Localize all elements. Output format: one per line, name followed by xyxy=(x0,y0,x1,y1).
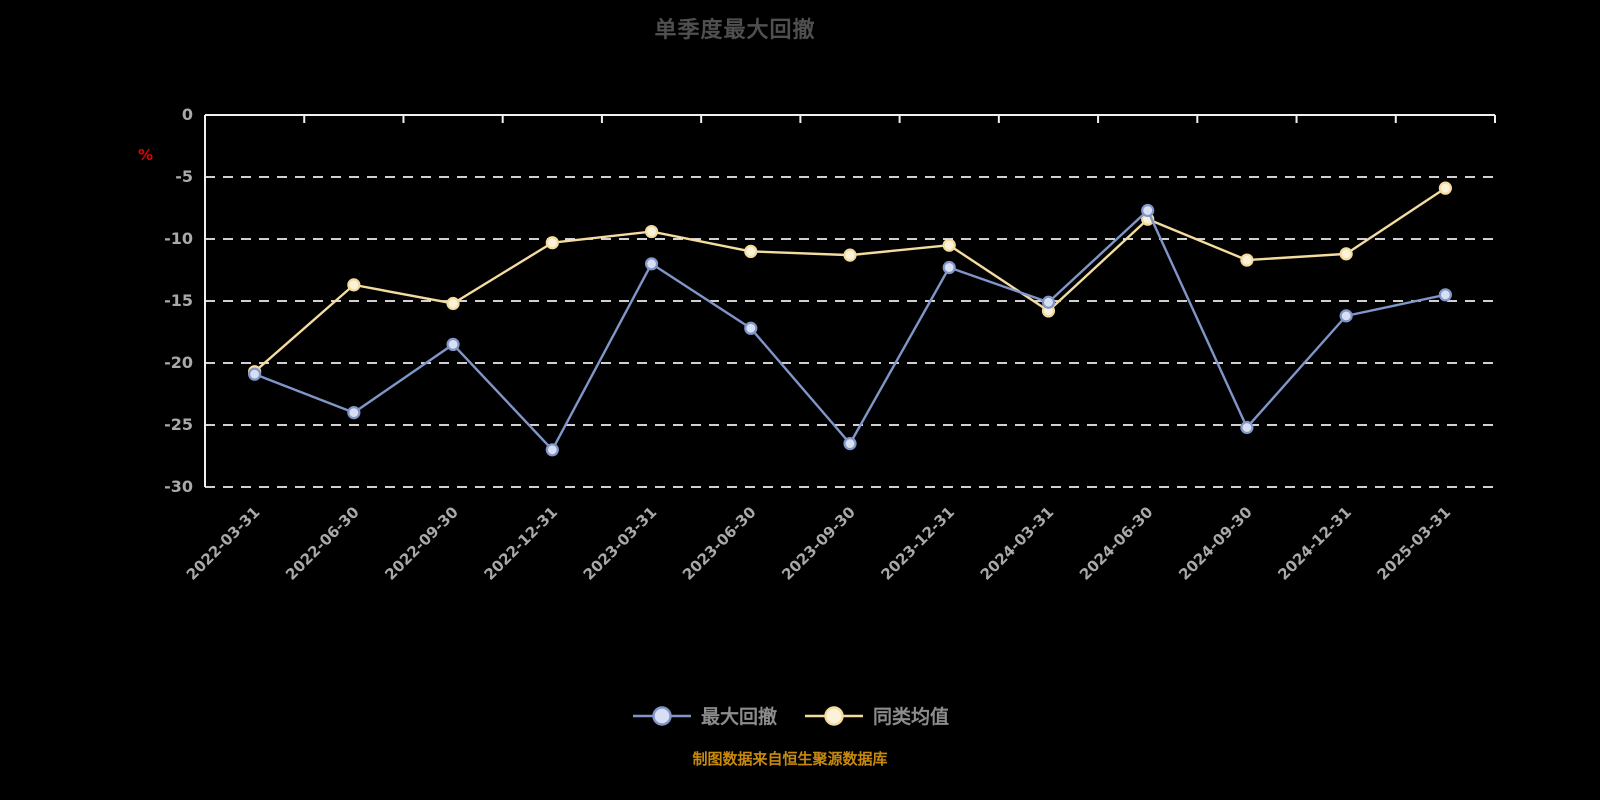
data-point[interactable] xyxy=(644,257,659,271)
y-axis-tick-label: -30 xyxy=(164,477,193,496)
y-axis-tick-label: -20 xyxy=(164,353,193,372)
x-axis-label: 2022-03-31 xyxy=(183,503,264,584)
legend-marker-category-average xyxy=(805,705,863,726)
x-axis-label: 2022-09-30 xyxy=(381,503,462,584)
legend-item-category-average[interactable]: 同类均值 xyxy=(803,702,949,729)
legend-marker-max-drawdown xyxy=(632,705,691,726)
series-line-同类均值 xyxy=(253,187,1447,373)
chart-title: 单季度最大回撤 xyxy=(654,18,816,43)
x-axis-label: 2025-03-31 xyxy=(1374,503,1455,584)
y-axis-tick-label: 0 xyxy=(182,105,193,124)
footnote: 制图数据来自恒生聚源数据库 xyxy=(692,750,888,768)
data-point[interactable] xyxy=(644,224,659,239)
x-axis-label: 2024-03-31 xyxy=(977,503,1058,584)
data-point[interactable] xyxy=(744,244,758,258)
x-axis-label: 2024-09-30 xyxy=(1175,503,1256,584)
x-axis-label: 2022-12-31 xyxy=(481,503,562,584)
data-point[interactable] xyxy=(744,321,758,335)
data-point[interactable] xyxy=(843,248,857,262)
x-axis-label: 2023-03-31 xyxy=(580,503,661,584)
data-point[interactable] xyxy=(1339,247,1353,261)
legend-label-max-drawdown: 最大回撤 xyxy=(700,706,777,728)
data-point[interactable] xyxy=(942,260,956,275)
data-point[interactable] xyxy=(1141,203,1155,218)
data-point[interactable] xyxy=(248,367,262,381)
data-point[interactable] xyxy=(1041,295,1056,309)
data-point[interactable] xyxy=(347,406,361,420)
x-axis-label: 2022-06-30 xyxy=(282,503,363,584)
y-axis-tick-label: -5 xyxy=(175,167,193,186)
x-axis-label: 2023-12-31 xyxy=(877,503,958,584)
y-axis-tick-label: -10 xyxy=(164,229,193,248)
legend: 最大回撤 同类均值 xyxy=(0,702,1580,729)
data-point[interactable] xyxy=(843,437,857,451)
data-point[interactable] xyxy=(942,238,956,252)
y-axis-unit-label: % xyxy=(138,146,154,164)
data-point[interactable] xyxy=(446,296,460,311)
data-point[interactable] xyxy=(446,337,460,351)
data-point[interactable] xyxy=(1438,288,1452,302)
y-axis-tick-label: -25 xyxy=(164,415,193,434)
x-axis-label: 2023-09-30 xyxy=(778,503,859,584)
x-axis-label: 2024-06-30 xyxy=(1076,503,1157,584)
series-line-最大回撤 xyxy=(254,209,1446,451)
data-point[interactable] xyxy=(347,278,361,292)
x-axis-label: 2023-06-30 xyxy=(679,503,760,584)
data-point[interactable] xyxy=(545,236,559,250)
data-point[interactable] xyxy=(1339,309,1353,323)
legend-label-category-average: 同类均值 xyxy=(873,706,950,728)
data-point[interactable] xyxy=(1240,420,1254,435)
data-point[interactable] xyxy=(1240,253,1254,267)
legend-item-max-drawdown[interactable]: 最大回撤 xyxy=(631,702,777,729)
y-axis-tick-label: -15 xyxy=(164,291,193,310)
x-axis-label: 2024-12-31 xyxy=(1274,503,1355,584)
data-point[interactable] xyxy=(545,443,559,457)
data-point[interactable] xyxy=(1438,181,1452,195)
